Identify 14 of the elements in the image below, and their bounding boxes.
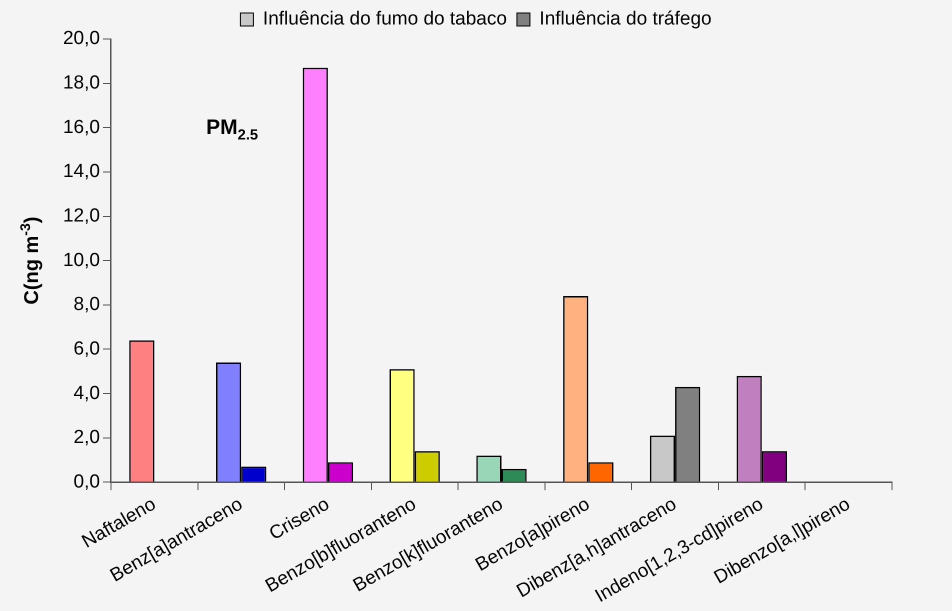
y-tick-label: 16,0 [62, 116, 100, 138]
y-tick-label: 0,0 [74, 471, 100, 492]
y-tick-label: 14,0 [62, 161, 100, 182]
y-tick-label: 4,0 [74, 382, 100, 404]
y-tick-label: 12,0 [62, 206, 100, 227]
legend-label: Influência do tráfego [539, 8, 712, 30]
y-tick-label: 2,0 [74, 427, 100, 448]
y-axis-title: C(ng m-3) [17, 216, 43, 305]
y-tick-label: 6,0 [74, 338, 100, 360]
y-tick-label: 20,0 [62, 28, 100, 50]
legend-label: Influência do fumo do tabaco [262, 8, 507, 30]
y-tick-label: 18,0 [62, 72, 100, 94]
y-tick-label: 8,0 [74, 294, 100, 316]
y-tick-label: 10,0 [62, 250, 100, 271]
